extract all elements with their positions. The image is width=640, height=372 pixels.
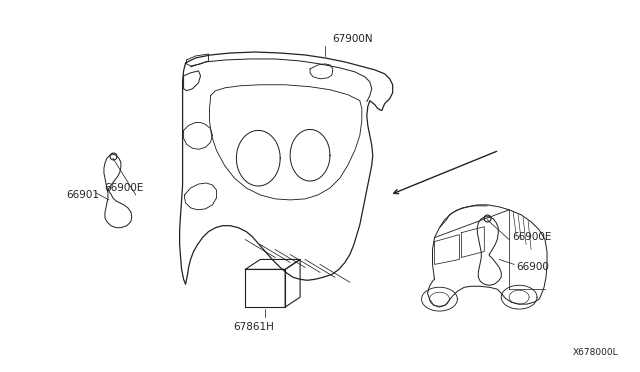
Text: 67861H: 67861H: [233, 322, 274, 332]
Text: X678000L: X678000L: [573, 348, 619, 357]
Text: 66901: 66901: [66, 190, 99, 200]
Text: 67900N: 67900N: [332, 34, 372, 44]
Text: 66900E: 66900E: [104, 183, 143, 193]
Text: 66900E: 66900E: [512, 232, 552, 242]
Text: 66900: 66900: [516, 262, 549, 272]
